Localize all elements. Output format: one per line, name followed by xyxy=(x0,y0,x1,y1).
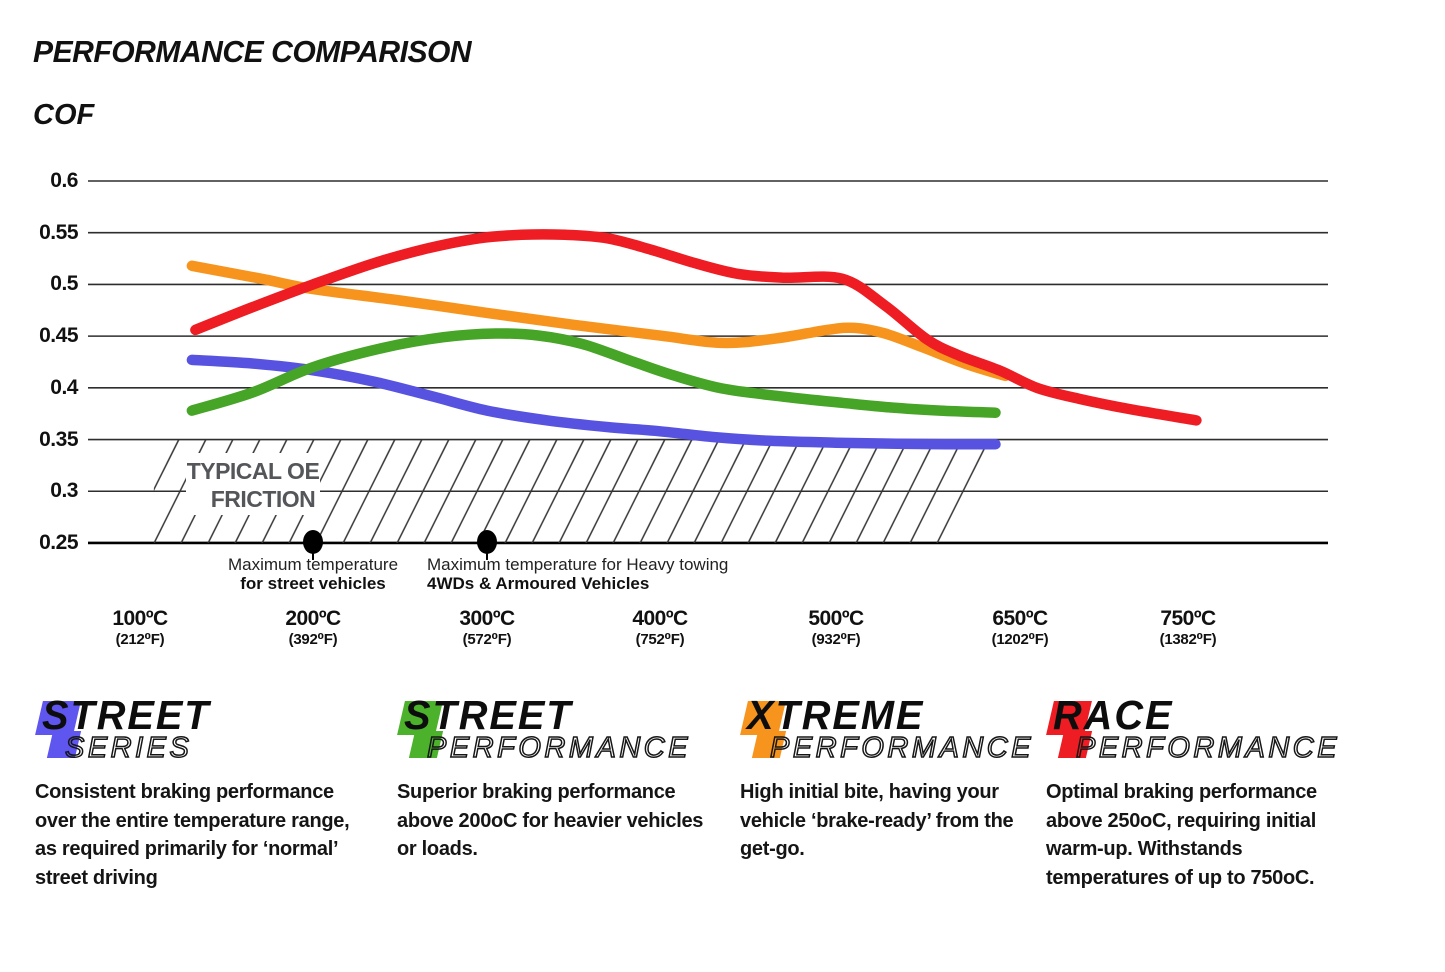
logo-word2-outline: SERIES xyxy=(64,731,192,765)
y-axis-title: COF xyxy=(33,99,95,131)
curve-street-series xyxy=(186,354,1001,450)
logo-word2-outline: PERFORMANCE xyxy=(1075,731,1340,765)
oe-label-backing xyxy=(186,453,320,515)
oe-friction-label: FRICTION xyxy=(211,486,316,512)
logo-word2-outline: PERFORMANCE xyxy=(769,731,1034,765)
max-temp-marker xyxy=(303,529,323,554)
svg-text:SERIES: SERIES xyxy=(65,732,192,764)
svg-text:PERFORMANCE: PERFORMANCE xyxy=(427,732,691,764)
legend-xtreme-performance: XTREME PERFORMANCE High initial bite, ha… xyxy=(738,690,1031,864)
x-tick-label: 300ºC (572⁰F) xyxy=(459,607,515,648)
x-tick-label: 500ºC (932⁰F) xyxy=(808,607,864,648)
y-tick-label: 0.55 xyxy=(39,220,78,244)
curve-race-performance xyxy=(190,229,1202,426)
x-tick-label: 200ºC (392⁰F) xyxy=(285,607,341,648)
legend-description: High initial bite, having your vehicle ‘… xyxy=(740,781,1014,860)
logo-word1: XTREME xyxy=(747,692,925,738)
curve-street-performance xyxy=(186,328,1001,418)
legend-race-performance: RACE PERFORMANCE Optimal braking perform… xyxy=(1044,690,1366,892)
logo-word1: RACE xyxy=(1053,692,1174,738)
y-tick-label: 0.5 xyxy=(50,272,78,296)
legend-description: Optimal braking performance above 250oC,… xyxy=(1046,781,1317,889)
xtreme-performance-logo: XTREME PERFORMANCE xyxy=(738,690,1031,765)
svg-text:PERFORMANCE: PERFORMANCE xyxy=(1076,732,1340,764)
oe-friction-label: TYPICAL OE xyxy=(187,458,320,484)
curve-xtreme-performance xyxy=(186,260,1011,382)
street-performance-logo: STREET PERFORMANCE xyxy=(395,690,717,765)
x-tick-label: 400ºC (752⁰F) xyxy=(632,607,688,648)
legend-street-performance: STREET PERFORMANCE Superior braking perf… xyxy=(395,690,717,864)
y-tick-label: 0.6 xyxy=(50,169,78,192)
logo-word1: STREET xyxy=(404,692,573,738)
y-tick-label: 0.25 xyxy=(39,530,78,554)
y-tick-label: 0.4 xyxy=(50,375,78,399)
x-tick-label: 750ºC (1382⁰F) xyxy=(1159,607,1217,648)
annotation-text: Maximum temperature for street vehicles xyxy=(227,555,399,593)
page-title: PERFORMANCE COMPARISON xyxy=(33,34,472,69)
x-tick-label: 650ºC (1202⁰F) xyxy=(991,607,1049,648)
street-series-logo: STREET SERIES xyxy=(33,690,365,765)
y-tick-label: 0.35 xyxy=(39,427,78,451)
annotation-text: Maximum temperature for Heavy towing 4WDs… xyxy=(427,555,729,593)
legend-street-series: STREET SERIES Consistent braking perform… xyxy=(33,690,365,892)
svg-text:PERFORMANCE: PERFORMANCE xyxy=(770,732,1034,764)
legend-description: Consistent braking performance over the … xyxy=(35,781,350,889)
y-tick-label: 0.3 xyxy=(50,479,78,503)
max-temp-marker xyxy=(477,529,497,554)
y-tick-label: 0.45 xyxy=(39,324,78,348)
logo-word1: STREET xyxy=(42,692,211,738)
legend-description: Superior braking performance above 200oC… xyxy=(397,781,704,860)
logo-word2-outline: PERFORMANCE xyxy=(426,731,691,765)
race-performance-logo: RACE PERFORMANCE xyxy=(1044,690,1366,765)
x-tick-label: 100ºC (212⁰F) xyxy=(112,607,168,648)
oe-friction-hatch xyxy=(153,439,1008,543)
